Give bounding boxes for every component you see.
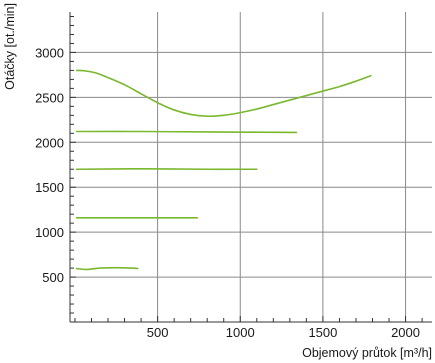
y-tick-label-1500: 1500: [35, 180, 64, 195]
series-group: [75, 69, 372, 271]
y-tick-label-2500: 2500: [35, 90, 64, 105]
series-line-2: [75, 130, 298, 134]
tick-labels: 500 1000 1500 2000 2500 3000 500 1000 1500 2000: [35, 45, 420, 340]
x-tick-label-2000: 2000: [391, 325, 420, 340]
y-axis-label: Otáčky [ot./min]: [3, 3, 17, 90]
x-axis-label: Objemový průtok [m³/h]: [302, 346, 432, 360]
series-line-5: [75, 266, 139, 271]
y-tick-label-3000: 3000: [35, 45, 64, 60]
x-tick-label-1000: 1000: [226, 325, 255, 340]
y-tick-label-2000: 2000: [35, 135, 64, 150]
series-line-1: [75, 69, 372, 118]
y-tick-label-500: 500: [42, 270, 64, 285]
grid-lines: [70, 12, 432, 322]
x-tick-label-1500: 1500: [308, 325, 337, 340]
y-tick-label-1000: 1000: [35, 225, 64, 240]
x-tick-label-500: 500: [147, 325, 169, 340]
axes: [69, 12, 432, 323]
